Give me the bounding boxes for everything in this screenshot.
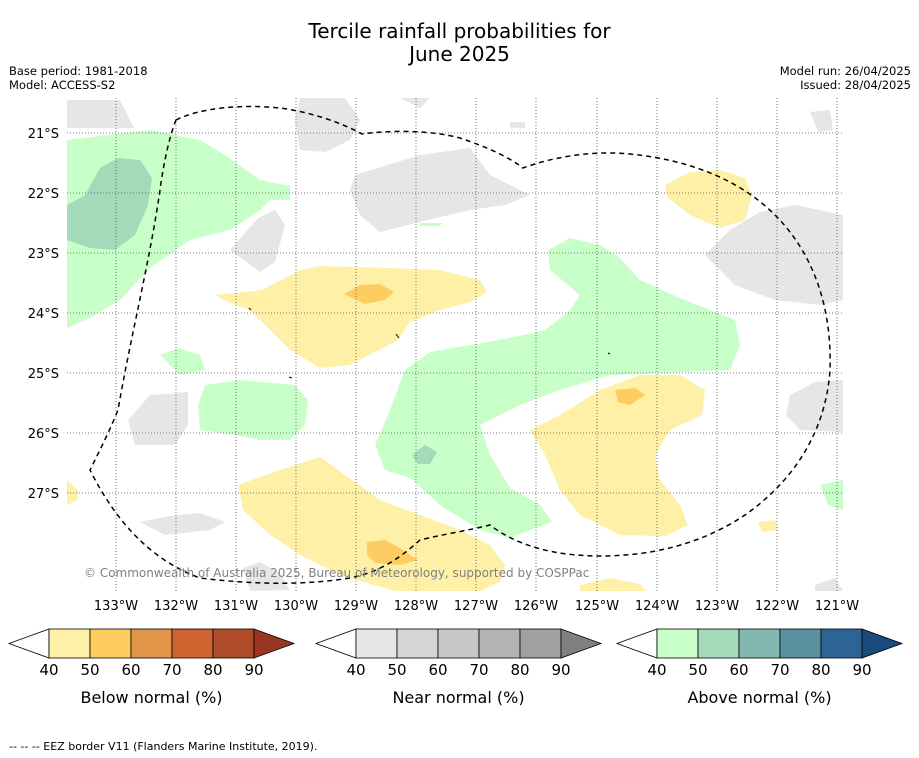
colorbar-tick-label: 90	[551, 661, 570, 679]
latitude-labels: 21°S 22°S 23°S 24°S 25°S 26°S 27°S	[28, 127, 59, 502]
colorbar-segment	[779, 628, 822, 659]
colorbar-segment	[697, 628, 740, 659]
graticule	[67, 98, 843, 591]
colorbar-tick-label: 60	[729, 661, 748, 679]
lat-label: 25°S	[28, 367, 59, 382]
colorbar-segment	[519, 628, 562, 659]
model-run: Model run: 26/04/2025	[779, 64, 911, 78]
lon-label: 122°W	[755, 599, 799, 614]
lon-label: 127°W	[454, 599, 498, 614]
issued-date: Issued: 28/04/2025	[800, 78, 911, 92]
eez-border	[89, 105, 831, 585]
colorbar-title: Near normal (%)	[392, 688, 524, 707]
colorbar-tick-label: 60	[428, 661, 447, 679]
lon-label: 125°W	[575, 599, 619, 614]
map-title-line1: Tercile rainfall probabilities for	[308, 19, 611, 43]
colorbar-tick-label: 90	[244, 661, 263, 679]
map-fields	[67, 98, 843, 591]
colorbar-tick-label: 40	[39, 661, 58, 679]
lon-label: 131°W	[214, 599, 258, 614]
lon-label: 124°W	[635, 599, 679, 614]
lat-label: 27°S	[28, 487, 59, 502]
lat-label: 21°S	[28, 127, 59, 142]
lon-label: 132°W	[154, 599, 198, 614]
below-normal-40-areas	[67, 170, 778, 591]
colorbar-tick-label: 80	[811, 661, 830, 679]
colorbar-tick-label: 70	[469, 661, 488, 679]
colorbar-tick-label: 40	[647, 661, 666, 679]
colorbar-tick-label: 50	[80, 661, 99, 679]
colorbar-extend-low	[615, 628, 658, 659]
longitude-labels: 133°W 132°W 131°W 130°W 129°W 128°W 127°…	[94, 599, 859, 614]
lat-label: 22°S	[28, 187, 59, 202]
below-normal-colorbar: 40 50 60 70 80 90 Below normal (%)	[7, 628, 296, 707]
colorbar-segment	[437, 628, 480, 659]
above-normal-50-areas	[67, 158, 437, 464]
colorbar-tick-label: 70	[162, 661, 181, 679]
colorbar-title: Above normal (%)	[687, 688, 831, 707]
lat-label: 24°S	[28, 307, 59, 322]
colorbar-segment	[355, 628, 398, 659]
map-title-line2: June 2025	[409, 42, 510, 66]
colorbar-extend-low	[314, 628, 357, 659]
colorbars: 40 50 60 70 80 90 Below normal (%) 40 50 60 70 80 90…	[7, 628, 904, 707]
colorbar-extend-low	[7, 628, 50, 659]
colorbar-segment	[820, 628, 863, 659]
colorbar-tick-label: 50	[688, 661, 707, 679]
lon-label: 121°W	[815, 599, 859, 614]
colorbar-tick-label: 80	[510, 661, 529, 679]
below-normal-50-areas	[344, 284, 645, 565]
lat-label: 26°S	[28, 427, 59, 442]
colorbar-tick-label: 50	[387, 661, 406, 679]
lat-label: 23°S	[28, 247, 59, 262]
colorbar-segment	[48, 628, 91, 659]
model-name: Model: ACCESS-S2	[9, 78, 116, 92]
colorbar-extend-high	[861, 628, 904, 659]
colorbar-segment	[656, 628, 699, 659]
base-period: Base period: 1981-2018	[9, 64, 148, 78]
colorbar-segment	[396, 628, 439, 659]
colorbar-tick-label: 60	[121, 661, 140, 679]
lon-label: 128°W	[394, 599, 438, 614]
colorbar-segment	[738, 628, 781, 659]
lon-label: 129°W	[334, 599, 378, 614]
lon-label: 130°W	[274, 599, 318, 614]
near-normal-areas	[67, 98, 843, 591]
colorbar-tick-label: 80	[203, 661, 222, 679]
lon-label: 123°W	[695, 599, 739, 614]
colorbar-tick-label: 90	[852, 661, 871, 679]
eez-legend-note: -- -- -- EEZ border V11 (Flanders Marine…	[9, 740, 318, 753]
copyright-notice: © Commonwealth of Australia 2025, Bureau…	[84, 566, 589, 580]
colorbar-extend-high	[253, 628, 296, 659]
colorbar-segment	[478, 628, 521, 659]
colorbar-tick-label: 70	[770, 661, 789, 679]
colorbar-segment	[130, 628, 173, 659]
colorbar-tick-label: 40	[346, 661, 365, 679]
lon-label: 133°W	[94, 599, 138, 614]
colorbar-segment	[212, 628, 255, 659]
lon-label: 126°W	[514, 599, 558, 614]
above-normal-colorbar: 40 50 60 70 80 90 Above normal (%)	[615, 628, 904, 707]
colorbar-segment	[89, 628, 132, 659]
probability-map: © Commonwealth of Australia 2025, Bureau…	[7, 98, 904, 707]
near-normal-colorbar: 40 50 60 70 80 90 Near normal (%)	[314, 628, 603, 707]
colorbar-extend-high	[560, 628, 603, 659]
colorbar-title: Below normal (%)	[80, 688, 222, 707]
colorbar-segment	[171, 628, 214, 659]
